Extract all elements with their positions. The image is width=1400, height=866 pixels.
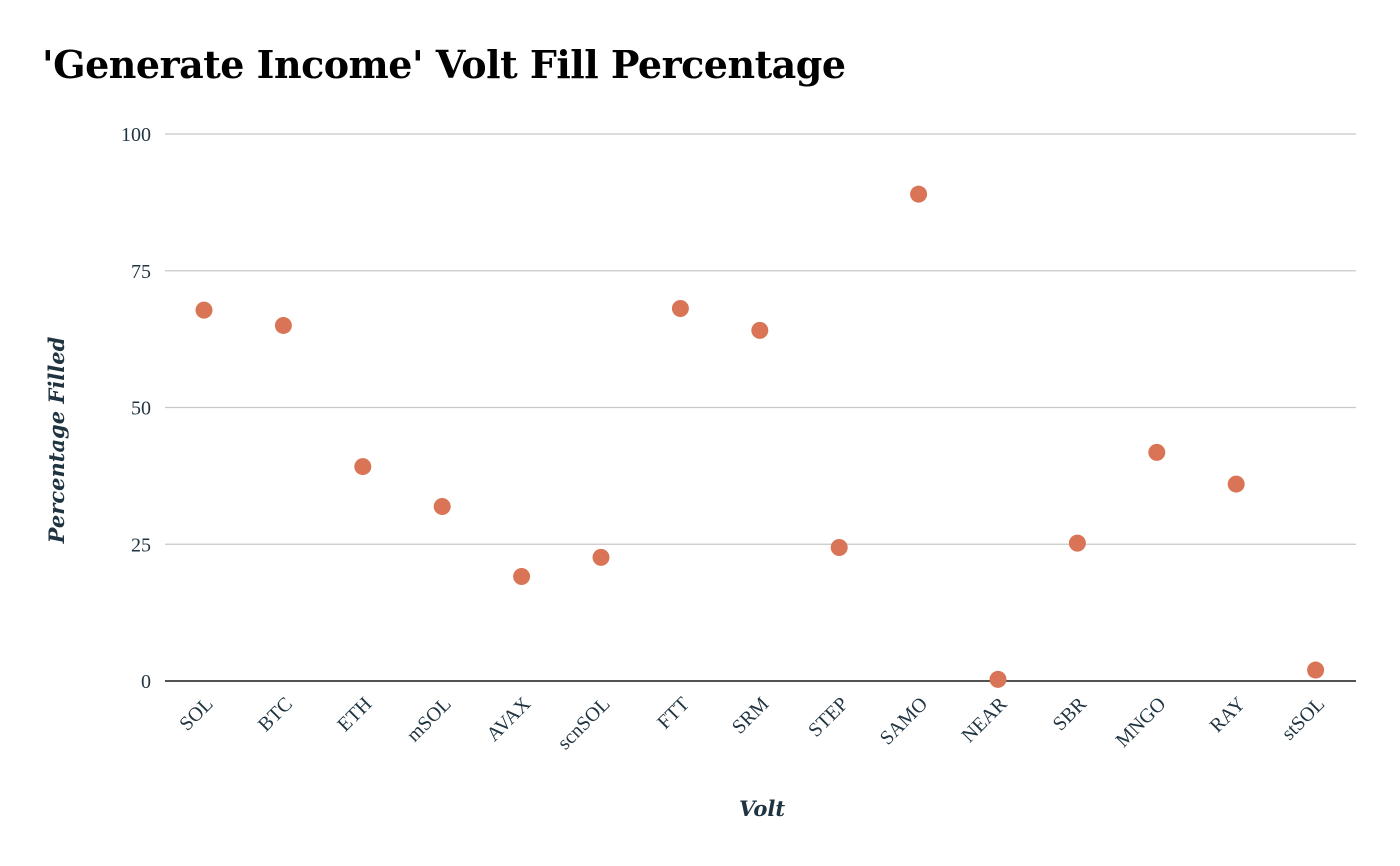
x-tick-labels: SOL BTC ETH mSOL AVAX scnSOL FTT SRM STEP SAMO NEA… bbox=[175, 693, 1329, 755]
y-tick-label: 100 bbox=[121, 124, 151, 146]
y-tick-labels: 0 25 50 75 100 bbox=[121, 124, 151, 693]
data-point[interactable] bbox=[513, 568, 531, 586]
x-tick-label: scnSOL bbox=[553, 693, 614, 754]
data-point[interactable] bbox=[1227, 475, 1245, 493]
y-tick-label: 50 bbox=[131, 398, 151, 420]
y-tick-label: 25 bbox=[131, 534, 151, 556]
data-point[interactable] bbox=[195, 301, 213, 319]
x-axis-title: Volt bbox=[739, 796, 785, 821]
y-axis-title: Percentage Filled bbox=[44, 336, 69, 544]
x-tick-label: AVAX bbox=[482, 693, 535, 746]
x-tick-label: NEAR bbox=[957, 693, 1012, 748]
y-tick-label: 75 bbox=[131, 261, 151, 283]
data-point[interactable] bbox=[354, 458, 372, 476]
data-points bbox=[195, 185, 1325, 688]
data-point[interactable] bbox=[989, 670, 1007, 688]
x-tick-label: RAY bbox=[1206, 693, 1250, 737]
x-tick-label: SRM bbox=[728, 693, 774, 739]
data-point[interactable] bbox=[751, 321, 769, 339]
x-tick-label: stSOL bbox=[1277, 693, 1329, 745]
x-tick-label: ETH bbox=[333, 693, 376, 736]
x-tick-label: SBR bbox=[1049, 693, 1092, 736]
x-tick-label: SAMO bbox=[876, 693, 932, 749]
data-point[interactable] bbox=[274, 316, 292, 334]
x-tick-label: mSOL bbox=[402, 693, 455, 746]
data-point[interactable] bbox=[830, 539, 848, 557]
data-point[interactable] bbox=[1307, 661, 1325, 679]
x-tick-label: MNGO bbox=[1112, 693, 1171, 752]
y-tick-label: 0 bbox=[141, 671, 151, 693]
data-point[interactable] bbox=[910, 185, 928, 203]
data-point[interactable] bbox=[671, 299, 689, 317]
x-tick-label: SOL bbox=[175, 693, 217, 735]
chart-title: 'Generate Income' Volt Fill Percentage bbox=[42, 42, 846, 87]
data-point[interactable] bbox=[1148, 443, 1166, 461]
x-tick-label: BTC bbox=[254, 693, 297, 736]
x-tick-label: STEP bbox=[804, 693, 853, 742]
data-point[interactable] bbox=[433, 498, 451, 516]
data-point[interactable] bbox=[1068, 534, 1086, 552]
data-point[interactable] bbox=[592, 548, 610, 566]
x-tick-label: FTT bbox=[653, 693, 694, 734]
gridlines bbox=[165, 133, 1356, 682]
